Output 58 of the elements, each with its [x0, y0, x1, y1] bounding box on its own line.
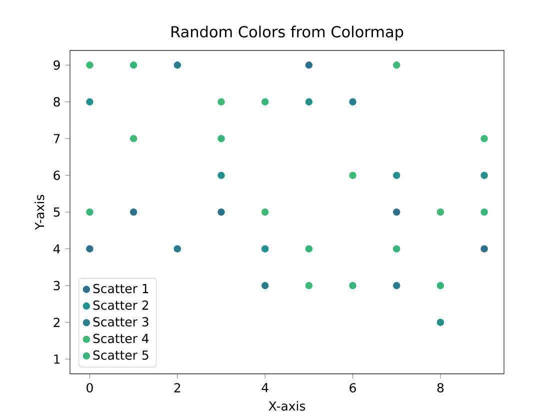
point [393, 282, 400, 290]
point [436, 282, 444, 290]
point [86, 98, 94, 106]
x-tick-label: 6 [350, 383, 356, 392]
legend-label: Scatter 5 [93, 350, 148, 360]
point [130, 208, 138, 216]
y-tick-label: 5 [54, 207, 60, 217]
point [218, 172, 225, 179]
point [305, 62, 313, 69]
chart-title: Random Colors from Colormap [172, 26, 404, 40]
legend-label: Scatter 2 [93, 300, 148, 310]
point [393, 208, 400, 216]
y-tick-label: 4 [53, 244, 60, 254]
point [436, 208, 444, 216]
point [480, 245, 488, 252]
legend-label: Scatter 3 [93, 317, 148, 327]
point [218, 208, 225, 216]
x-axis-title: X-axis [268, 401, 306, 411]
point [174, 62, 182, 69]
legend-label: Scatter 4 [93, 334, 149, 344]
point [480, 172, 488, 179]
point [305, 282, 313, 290]
x-tick-label: 4 [262, 383, 268, 392]
point [349, 98, 356, 106]
point [436, 318, 444, 326]
y-tick-label: 1 [54, 354, 60, 364]
y-tick-label: 3 [54, 280, 60, 290]
point [261, 245, 269, 252]
y-tick-label: 7 [54, 134, 60, 144]
point [480, 208, 488, 216]
y-tick-label: 2 [54, 318, 60, 327]
point [349, 282, 356, 290]
y-tick-label: 9 [54, 60, 60, 70]
point [86, 245, 94, 252]
y-tick-label: 8 [54, 97, 60, 107]
x-tick-label: 2 [174, 383, 180, 392]
point [130, 135, 138, 142]
point [261, 208, 269, 216]
point [393, 245, 400, 252]
point [305, 245, 313, 252]
point [261, 282, 269, 290]
point [393, 62, 400, 69]
point [480, 135, 488, 142]
point [86, 62, 94, 69]
point [86, 208, 94, 216]
point [130, 62, 138, 69]
y-axis-title: Y-axis [34, 194, 44, 230]
legend-label: Scatter 1 [93, 284, 148, 294]
point [174, 245, 182, 252]
x-tick-label: 0 [86, 383, 93, 392]
point [261, 98, 269, 106]
y-tick-label: 6 [54, 170, 60, 180]
point [218, 98, 225, 106]
point [393, 172, 400, 179]
point [305, 98, 313, 106]
x-tick-label: 8 [437, 383, 444, 392]
point [218, 135, 225, 142]
point [349, 172, 356, 179]
